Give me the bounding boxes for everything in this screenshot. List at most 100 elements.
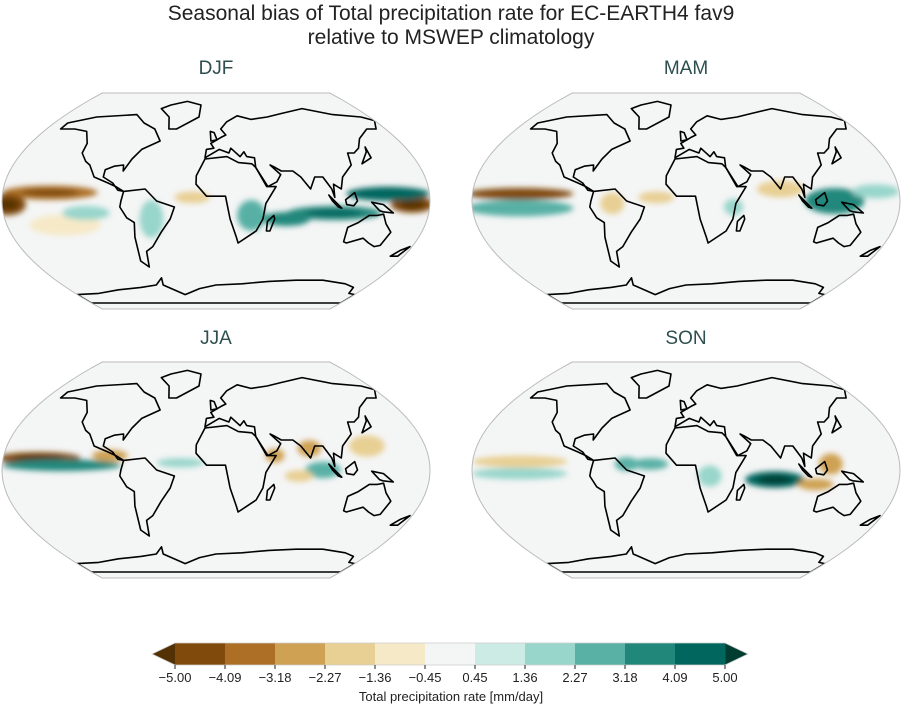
- coastline: [119, 188, 176, 268]
- coastline: [665, 424, 747, 513]
- bias-anomaly: [723, 198, 743, 216]
- coastline: [204, 107, 377, 199]
- bias-anomaly: [472, 467, 568, 480]
- colorbar-tick-label: 5.00: [712, 670, 738, 685]
- colorbar-tick-label: −5.00: [158, 670, 192, 685]
- bias-anomaly-core: [363, 190, 413, 198]
- coastline: [831, 415, 842, 434]
- coastline: [859, 514, 881, 526]
- coastline: [674, 107, 847, 199]
- colorbar-tick-label: −2.27: [308, 670, 342, 685]
- coastline: [344, 460, 359, 476]
- coastline: [195, 424, 277, 513]
- bias-field: [472, 180, 900, 217]
- bias-field: [472, 453, 843, 491]
- colorbar-bin: [225, 643, 276, 665]
- coastline: [735, 483, 746, 501]
- coastline: [328, 463, 343, 478]
- map-border: [471, 361, 901, 579]
- coastline: [342, 213, 392, 248]
- bias-anomaly: [349, 435, 385, 457]
- colorbar-bin: [375, 643, 426, 665]
- coastline: [674, 376, 847, 468]
- coastline: [361, 415, 372, 434]
- colorbar-bin: [475, 643, 526, 665]
- map-background: [2, 93, 430, 309]
- map-panel-son: [471, 361, 901, 579]
- bias-anomaly: [284, 470, 314, 482]
- colorbar-tick-label: −3.18: [258, 670, 292, 685]
- coastline: [370, 201, 395, 214]
- colorbar-tick-label: −1.36: [358, 670, 392, 685]
- colorbar-bin: [625, 643, 676, 665]
- bias-anomaly: [156, 458, 205, 468]
- coastline: [529, 382, 631, 462]
- colorbar-tick-label: 2.27: [562, 670, 588, 685]
- bias-anomaly: [600, 192, 625, 214]
- map-border: [471, 92, 901, 310]
- coastline: [76, 546, 356, 573]
- bias-anomaly-core: [272, 215, 301, 223]
- colorbar: [151, 642, 749, 669]
- coastline: [529, 113, 631, 193]
- coastline: [814, 191, 829, 207]
- colorbar-bin: [575, 643, 626, 665]
- bias-anomaly-core: [757, 475, 793, 484]
- coastline: [160, 369, 202, 399]
- colorbar-tick-label: 4.09: [662, 670, 688, 685]
- coastline: [342, 482, 392, 517]
- bias-field: [2, 185, 430, 238]
- coastline: [389, 245, 411, 257]
- coastline: [735, 214, 746, 232]
- colorbar-bin: [275, 643, 326, 665]
- coastline: [589, 457, 646, 537]
- coastline: [59, 113, 161, 193]
- colorbar-extend-high: [725, 643, 748, 665]
- coastline: [798, 463, 813, 478]
- figure-title-line2: relative to MSWEP climatology: [307, 26, 595, 49]
- coastline: [814, 460, 829, 476]
- coastlines: [529, 369, 881, 573]
- bias-anomaly: [139, 200, 164, 238]
- coastline: [679, 130, 688, 142]
- figure-title-line1: Seasonal bias of Total precipitation rat…: [167, 2, 735, 25]
- bias-anomaly-core: [25, 462, 98, 469]
- bias-anomaly: [797, 478, 834, 491]
- coastline: [589, 188, 646, 268]
- coastline: [812, 213, 862, 248]
- panel-label-mam: MAM: [663, 58, 709, 79]
- bias-anomaly: [697, 465, 722, 487]
- colorbar-bin: [675, 643, 726, 665]
- map-panel-mam: [471, 92, 901, 310]
- coastline: [160, 100, 202, 130]
- bias-anomaly: [305, 461, 341, 479]
- bias-anomaly: [638, 191, 675, 204]
- coastline: [546, 546, 826, 573]
- coastline: [630, 100, 672, 130]
- coastline: [389, 514, 411, 526]
- coastline: [195, 155, 277, 244]
- bias-anomaly-core: [487, 190, 553, 197]
- coastline: [812, 482, 862, 517]
- map-border: [1, 92, 431, 310]
- bias-anomaly: [174, 191, 211, 204]
- colorbar-tick-label: 3.18: [612, 670, 638, 685]
- coastline: [859, 245, 881, 257]
- map-background: [472, 362, 900, 578]
- colorbar-bin: [325, 643, 376, 665]
- panel-label-djf: DJF: [198, 58, 234, 79]
- coastline: [831, 146, 842, 165]
- coastline: [209, 130, 218, 142]
- colorbar-label: Total precipitation rate [mm/day]: [358, 689, 544, 704]
- coastline: [344, 191, 359, 207]
- bias-anomaly-core: [399, 200, 425, 209]
- bias-anomaly: [632, 458, 669, 470]
- coastlines: [59, 369, 411, 573]
- bias-anomaly-core: [21, 189, 79, 197]
- coastline: [370, 470, 395, 483]
- coastline: [679, 399, 688, 411]
- coastline: [361, 146, 372, 165]
- coastlines: [59, 100, 411, 304]
- coastline: [840, 201, 865, 214]
- bias-anomaly: [818, 453, 843, 475]
